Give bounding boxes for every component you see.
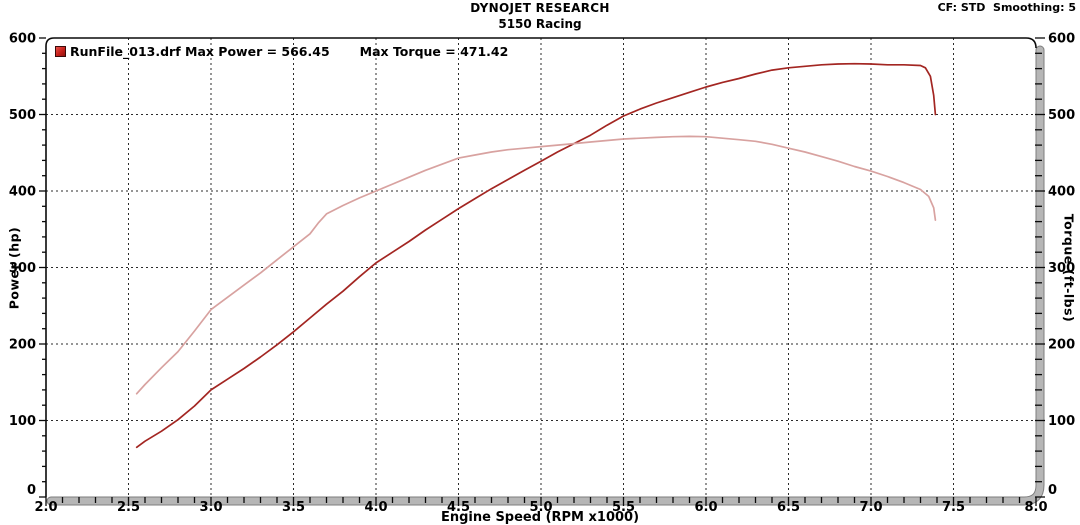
left-tick-label: 600 [9, 32, 36, 47]
left-tick-label: 200 [9, 338, 36, 353]
left-tick-label: 100 [9, 414, 36, 429]
page-title: DYNOJET RESEARCH [470, 1, 610, 15]
power-curve [135, 62, 937, 449]
right-tick-label: 200 [1048, 338, 1075, 353]
x-tick-label: 7.0 [859, 500, 882, 515]
correction-smoothing-readout: CF: STD Smoothing: 5 [937, 1, 1076, 14]
torque-curve [135, 135, 937, 395]
right-tick-label: 100 [1048, 414, 1075, 429]
x-tick-label: 2.5 [117, 500, 140, 515]
page-subtitle: 5150 Racing [498, 17, 582, 31]
x-tick-label: 8.0 [1024, 500, 1047, 515]
x-tick-label: 5.0 [529, 500, 552, 515]
x-tick-label: 7.5 [942, 500, 965, 515]
axis-band-edge [46, 45, 1045, 506]
run-color-swatch-icon [55, 46, 66, 57]
plot-frame [45, 37, 1037, 497]
x-tick-label: 3.5 [282, 500, 305, 515]
left-tick-label: 0 [27, 483, 36, 498]
right-tick-label: 500 [1048, 108, 1075, 123]
run-max-torque-label: Max Torque = 471.42 [359, 44, 509, 59]
right-tick-label: 600 [1048, 32, 1075, 47]
x-tick-label: 6.5 [777, 500, 800, 515]
x-tick-label: 5.5 [612, 500, 635, 515]
run-max-power-label: RunFile_013.drf Max Power = 566.45 [70, 44, 330, 59]
left-tick-label: 300 [9, 261, 36, 276]
run-legend: RunFile_013.drf Max Power = 566.45 Max T… [55, 44, 508, 59]
left-axis-title: Power (hp) [6, 226, 22, 310]
x-tick-label: 6.0 [694, 500, 717, 515]
x-tick-label: 3.0 [199, 500, 222, 515]
x-axis-title: Engine Speed (RPM x1000) [440, 510, 640, 525]
axis-band [47, 46, 1044, 505]
right-axis-title: Torque (ft-lbs) [1061, 213, 1077, 323]
x-tick-label: 4.5 [447, 500, 470, 515]
x-tick-label: 2.0 [34, 500, 57, 515]
right-tick-label: 0 [1048, 483, 1057, 498]
right-tick-label: 400 [1048, 185, 1075, 200]
left-tick-label: 500 [9, 108, 36, 123]
right-tick-label: 300 [1048, 261, 1075, 276]
x-tick-label: 4.0 [364, 500, 387, 515]
left-tick-label: 400 [9, 185, 36, 200]
